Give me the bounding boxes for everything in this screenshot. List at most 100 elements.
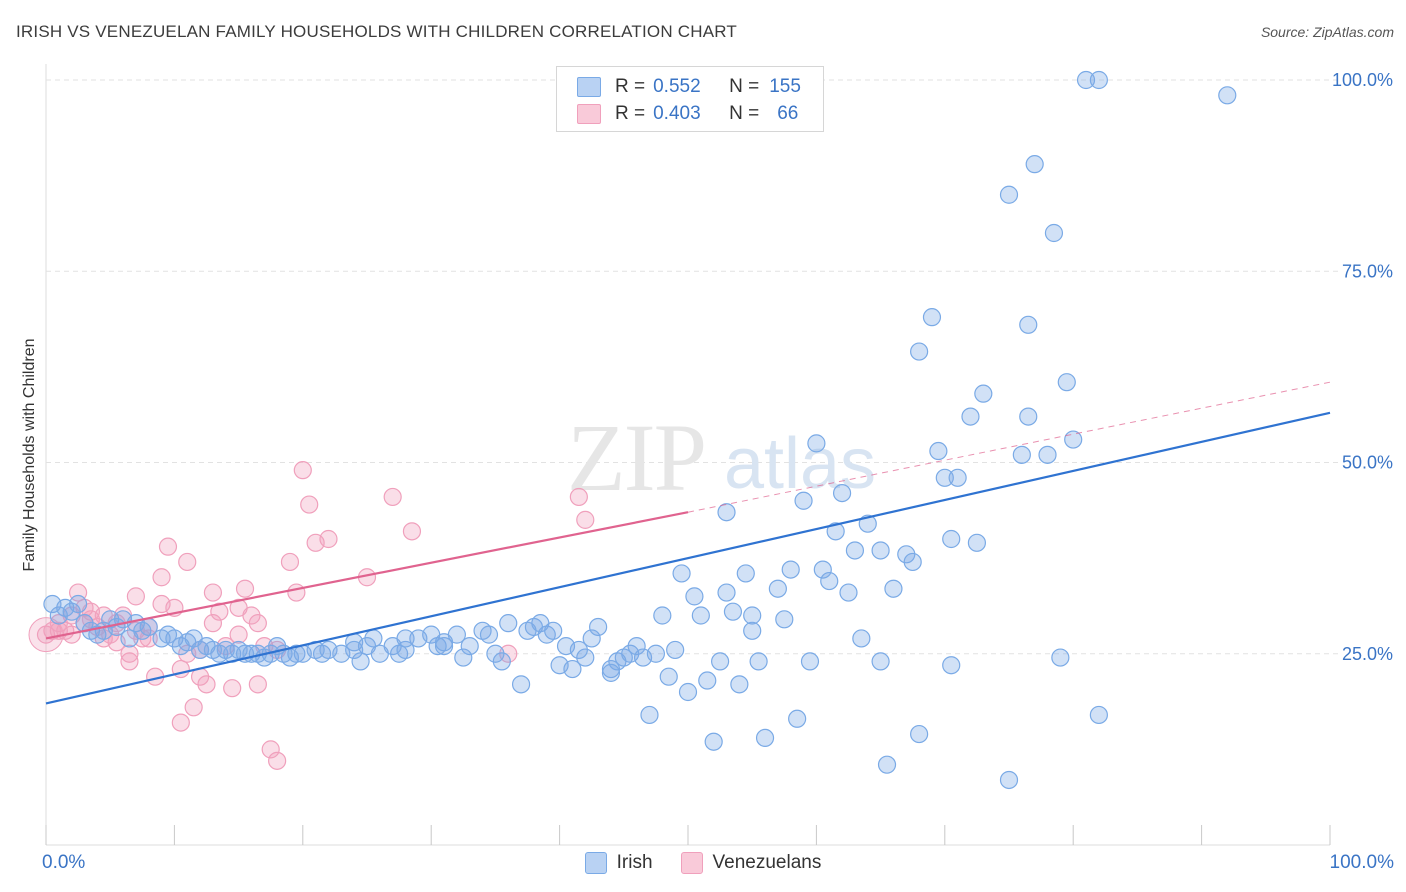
venezuelans-point [248,675,267,694]
irish-point [749,652,768,671]
irish-n-value: 155 [769,76,801,97]
y-tick-label: 25.0% [1342,644,1393,664]
source-label: Source: ZipAtlas.com [1260,24,1394,40]
irish-point [1051,648,1070,667]
irish-trend-line [45,411,1331,705]
y-tick-label: 50.0% [1342,453,1393,473]
irish-point [717,503,736,522]
irish-point [775,610,794,629]
venezuelans-point [158,537,178,556]
irish-point [672,564,691,583]
y-tick-labels: 25.0% 50.0% 75.0% 100.0% [1332,70,1393,664]
irish-point [723,602,743,621]
irish-r-value: 0.552 [653,76,701,97]
venezuelans-point [178,552,197,572]
venezuelans-point [229,625,248,644]
irish-point [1025,155,1044,174]
venezuelans-point [280,552,300,572]
irish-point [601,663,621,682]
venezuelans-point [319,529,338,549]
irish-point [589,617,608,637]
irish-point [942,656,961,675]
trend-lines [45,381,1331,705]
venezuelans-point [293,461,312,480]
irish-point [743,606,762,625]
x-min-label: 0.0% [42,852,86,873]
irish-point [68,594,88,614]
bottom-venezuelans-swatch [680,852,703,874]
irish-point [499,614,518,633]
irish-point [871,541,890,560]
irish-point [653,606,672,625]
bottom-legend: Irish Venezuelans [0,852,1406,874]
irish-point [691,606,710,625]
irish-point [910,342,929,361]
irish-point [961,407,980,426]
venezuelans-point [126,587,145,606]
bottom-irish-swatch [584,852,607,874]
legend-row-venezuelans: R = 0.403 N = 66 [557,101,798,127]
irish-point [948,468,967,487]
irish-point [935,468,954,487]
irish-point [704,732,723,751]
venezuelans-point [120,652,139,671]
x-max-label: 100.0% [1329,852,1394,873]
irish-point [287,644,306,663]
irish-point [852,629,871,648]
irish-point [1012,445,1031,464]
irish-point [768,579,787,598]
irish-point [479,625,499,644]
irish-point [1019,315,1038,334]
irish-point [845,541,865,560]
irish-point [345,640,364,660]
irish-point [1218,86,1237,105]
irish-point [832,484,852,503]
irish-point [807,434,826,453]
venezuelans-point [287,583,306,602]
irish-point [736,564,755,583]
irish-point [454,648,473,667]
irish-point [563,659,582,679]
bottom-venezuelans-label: Venezuelans [712,852,822,873]
irish-point [1019,407,1038,426]
irish-point [460,636,479,656]
irish-point [922,308,942,327]
irish-point [1064,430,1083,449]
irish-point [800,652,820,671]
irish-point [492,652,511,671]
venezuelans-r-value: 0.403 [653,103,701,124]
irish-series [43,70,1237,790]
venezuelans-point [171,713,190,732]
venezuelans-point [300,495,319,514]
irish-point [871,652,890,671]
x-tick-marks [45,825,1331,845]
irish-point [826,522,845,541]
venezuelans-point [402,522,422,541]
watermark-atlas: atlas [724,424,876,504]
irish-point [1038,445,1057,464]
irish-point [877,755,897,774]
irish-point [788,709,807,728]
irish-point [730,675,749,694]
venezuelans-point [261,740,280,759]
venezuelans-point [576,510,595,529]
irish-point [717,583,736,602]
irish-point [903,552,922,572]
venezuelans-point [235,579,255,598]
irish-point [627,636,646,656]
venezuelans-n-label: N = [729,103,760,124]
irish-point [1057,373,1076,392]
irish-point [511,675,531,694]
venezuelans-point [569,487,588,507]
venezuelans-n-value: 66 [777,103,799,124]
irish-point [967,533,987,552]
irish-point [942,529,961,549]
legend: R = 0.552 N = 155 R = 0.403 N = 66 [556,66,824,132]
irish-point [582,629,601,648]
irish-point [434,636,454,656]
irish-point [678,682,698,702]
y-tick-label: 100.0% [1332,70,1393,90]
irish-point [685,587,704,606]
irish-r-label: R = [615,76,646,97]
